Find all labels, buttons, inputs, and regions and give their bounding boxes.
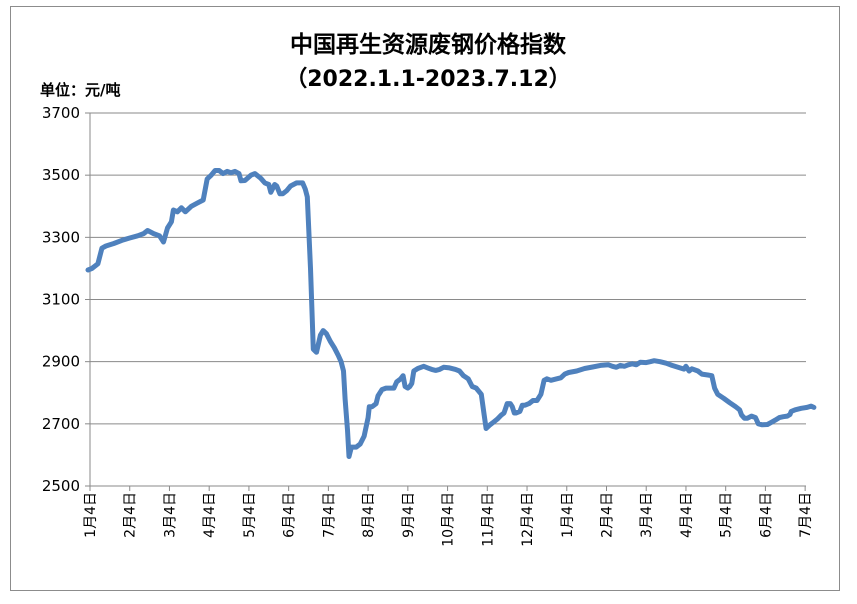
grid [90, 112, 806, 425]
x-tick-label: 10月4日 [441, 492, 457, 547]
x-tick-label: 5月4日 [242, 492, 258, 538]
x-tick-label: 3月4日 [639, 492, 655, 538]
x-tick-label: 12月4日 [520, 492, 536, 547]
x-tick-label: 4月4日 [202, 492, 218, 538]
y-axis-ticks: 2500 2700 2900 3100 3300 3500 3700 [42, 104, 90, 495]
y-axis-unit: 单位：元/吨 [40, 81, 120, 99]
chart-title: 中国再生资源废钢价格指数 [290, 31, 567, 58]
y-tick-label: 3700 [42, 104, 80, 122]
x-tick-label: 3月4日 [162, 492, 178, 538]
x-tick-label: 9月4日 [401, 492, 417, 538]
x-tick-label: 2月4日 [599, 492, 615, 538]
y-tick-label: 3100 [42, 291, 80, 309]
y-tick-label: 2900 [42, 353, 80, 371]
x-tick-label: 6月4日 [758, 492, 774, 538]
x-tick-label: 4月4日 [679, 492, 695, 538]
y-tick-label: 2500 [42, 477, 80, 495]
x-tick-label: 1月4日 [83, 492, 99, 538]
chart-subtitle: （2022.1.1-2023.7.12） [285, 67, 571, 92]
x-tick-label: 2月4日 [123, 492, 139, 538]
y-tick-label: 3500 [42, 166, 80, 184]
x-tick-label: 7月4日 [321, 492, 337, 538]
x-tick-label: 7月4日 [798, 492, 814, 538]
x-tick-label: 6月4日 [282, 492, 298, 538]
series-layer [85, 168, 817, 459]
y-tick-label: 2700 [42, 415, 80, 433]
x-axis-ticks: 1月4日 2月4日 3月4日 4月4日 5月4日 6月4日 7月4日 8月4日 9月4日 10月4… [83, 486, 814, 547]
chart-frame [10, 6, 840, 591]
x-tick-label: 11月4日 [480, 492, 496, 547]
x-tick-label: 8月4日 [361, 492, 377, 538]
y-tick-label: 3300 [42, 228, 80, 246]
x-tick-label: 1月4日 [560, 492, 576, 538]
price-index-line [85, 168, 817, 459]
x-tick-label: 5月4日 [719, 492, 735, 538]
